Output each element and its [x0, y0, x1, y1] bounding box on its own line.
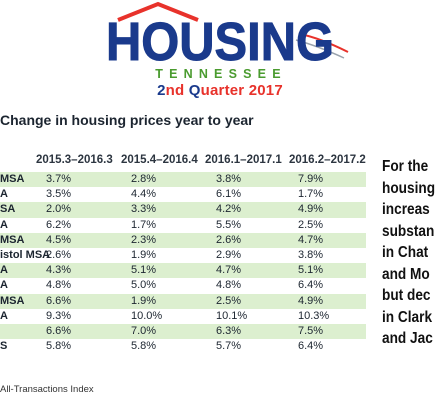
roof-graphic [117, 1, 199, 22]
table-cell: 4.7% [216, 264, 242, 277]
table-cell: 5.1% [298, 264, 324, 277]
table-cell: 10.3% [298, 309, 330, 322]
table-cell: 5.8% [46, 340, 72, 353]
price-change-table: MSA 3.7% 2.8% 3.8% 7.9% A 3.5% 4.4% 6.1% 1.7% SA 2.… [0, 172, 366, 354]
quarter-rest: uarter 2017 [200, 82, 283, 99]
side-text-line: substan [382, 222, 435, 240]
quarter-number: 2 [157, 82, 166, 99]
side-text-line: increas [382, 201, 430, 218]
table-cell: 9.3% [46, 309, 72, 322]
table-cell: 3.5% [46, 188, 72, 201]
table-cell: 3.8% [298, 248, 324, 261]
section-title: Change in housing prices year to year [0, 112, 254, 128]
row-label: MSA [0, 233, 25, 246]
table-cell: 4.2% [216, 203, 242, 216]
side-text-line: and Mo [382, 265, 430, 283]
table-cell: 2.0% [46, 203, 72, 216]
logo-subword: TENNESSEE [155, 67, 287, 81]
side-text-line: and Jac [382, 330, 433, 347]
column-header-2: 2015.4–2016.4 [121, 154, 198, 166]
quarter-q: Q [188, 82, 201, 99]
quarter-heading: 2nd Quarter 2017 [150, 82, 290, 99]
table-cell: 10.0% [131, 309, 163, 322]
table-row: MSA 4.5% 2.3% 2.6% 4.7% [0, 232, 366, 248]
table-cell: 5.8% [131, 340, 157, 353]
row-label: MSA [0, 173, 25, 185]
table-row: A 6.2% 1.7% 5.5% 2.5% [0, 218, 366, 233]
table-row: 6.6% 7.0% 6.3% 7.5% [0, 323, 366, 340]
column-header-1: 2015.3–2016.3 [36, 154, 113, 166]
table-row: A 3.5% 4.4% 6.1% 1.7% [0, 187, 366, 202]
table-cell: 6.6% [46, 294, 72, 307]
table-cell: 6.1% [216, 188, 242, 201]
column-header-4: 2016.2–2017.2 [289, 154, 366, 166]
table-cell: 6.4% [298, 340, 324, 353]
table-cell: 4.9% [298, 203, 324, 216]
table-cell: 4.7% [298, 233, 324, 246]
table-cell: 4.8% [46, 279, 72, 292]
table-cell: 7.0% [131, 324, 157, 337]
table-cell: 6.6% [46, 324, 72, 337]
side-text-line: but dec [382, 287, 431, 304]
table-row: S 5.8% 5.8% 5.7% 6.4% [0, 339, 366, 354]
row-label: A [0, 264, 8, 277]
table-row: A 4.8% 5.0% 4.8% 6.4% [0, 278, 366, 293]
side-text: For the housing increas substan in Chat and M… [382, 156, 440, 350]
housing-tennessee-logo: HOUSING TENNESSEE [0, 0, 440, 100]
table-cell: 2.6% [46, 248, 72, 261]
side-text-line: in Clark [382, 308, 433, 326]
side-text-line: in Chat [382, 244, 429, 261]
table-cell: 4.5% [46, 233, 72, 246]
table-cell: 3.7% [46, 173, 72, 185]
table-cell: 1.9% [131, 248, 157, 261]
table-cell: 3.8% [216, 173, 242, 185]
logo-word: HOUSING [106, 12, 334, 72]
table-cell: 1.9% [131, 294, 157, 307]
table-cell: 3.3% [131, 203, 157, 216]
table-row: A 9.3% 10.0% 10.1% 10.3% [0, 309, 366, 324]
row-label: istol MSA [0, 248, 51, 261]
row-label: S [0, 340, 8, 353]
row-label: SA [0, 203, 16, 216]
table-row: MSA 6.6% 1.9% 2.5% 4.9% [0, 293, 366, 309]
side-text-line: housing [382, 179, 436, 197]
table-cell: 2.3% [131, 233, 157, 246]
column-header-3: 2016.1–2017.1 [205, 154, 282, 166]
table-cell: 4.8% [216, 279, 242, 292]
table-cell: 4.9% [298, 294, 324, 307]
table-cell: 1.7% [131, 218, 157, 231]
row-label: A [0, 279, 8, 292]
table-row: SA 2.0% 3.3% 4.2% 4.9% [0, 202, 366, 218]
row-label: A [0, 188, 8, 201]
table-cell: 2.9% [216, 248, 242, 261]
swash-graphic [299, 33, 349, 53]
table-cell: 5.0% [131, 279, 157, 292]
quarter-suffix: nd [165, 82, 189, 99]
table-row: istol MSA 2.6% 1.9% 2.9% 3.8% [0, 248, 366, 263]
table-cell: 4.4% [131, 188, 157, 201]
table-cell: 5.1% [131, 264, 157, 277]
table-cell: 5.7% [216, 340, 242, 353]
footnote: All-Transactions Index [0, 384, 94, 395]
table-cell: 10.1% [216, 309, 248, 322]
table-cell: 4.3% [46, 264, 72, 277]
table-cell: 6.3% [216, 324, 242, 337]
table-cell: 7.5% [298, 324, 324, 337]
table-cell: 1.7% [298, 188, 324, 201]
row-label: A [0, 309, 8, 322]
table-cell: 2.6% [216, 233, 242, 246]
side-text-line: For the [382, 158, 429, 175]
swash-graphic-gray [295, 39, 345, 59]
row-label: A [0, 218, 8, 231]
table-row: A 4.3% 5.1% 4.7% 5.1% [0, 263, 366, 279]
table-cell: 7.9% [298, 173, 324, 185]
table-cell: 5.5% [216, 218, 242, 231]
table-cell: 2.5% [298, 218, 324, 231]
table-row: MSA 3.7% 2.8% 3.8% 7.9% [0, 172, 366, 188]
table-cell: 6.2% [46, 218, 72, 231]
table-cell: 6.4% [298, 279, 324, 292]
table-cell: 2.5% [216, 294, 242, 307]
table-cell: 2.8% [131, 173, 157, 185]
row-label: MSA [0, 294, 25, 307]
